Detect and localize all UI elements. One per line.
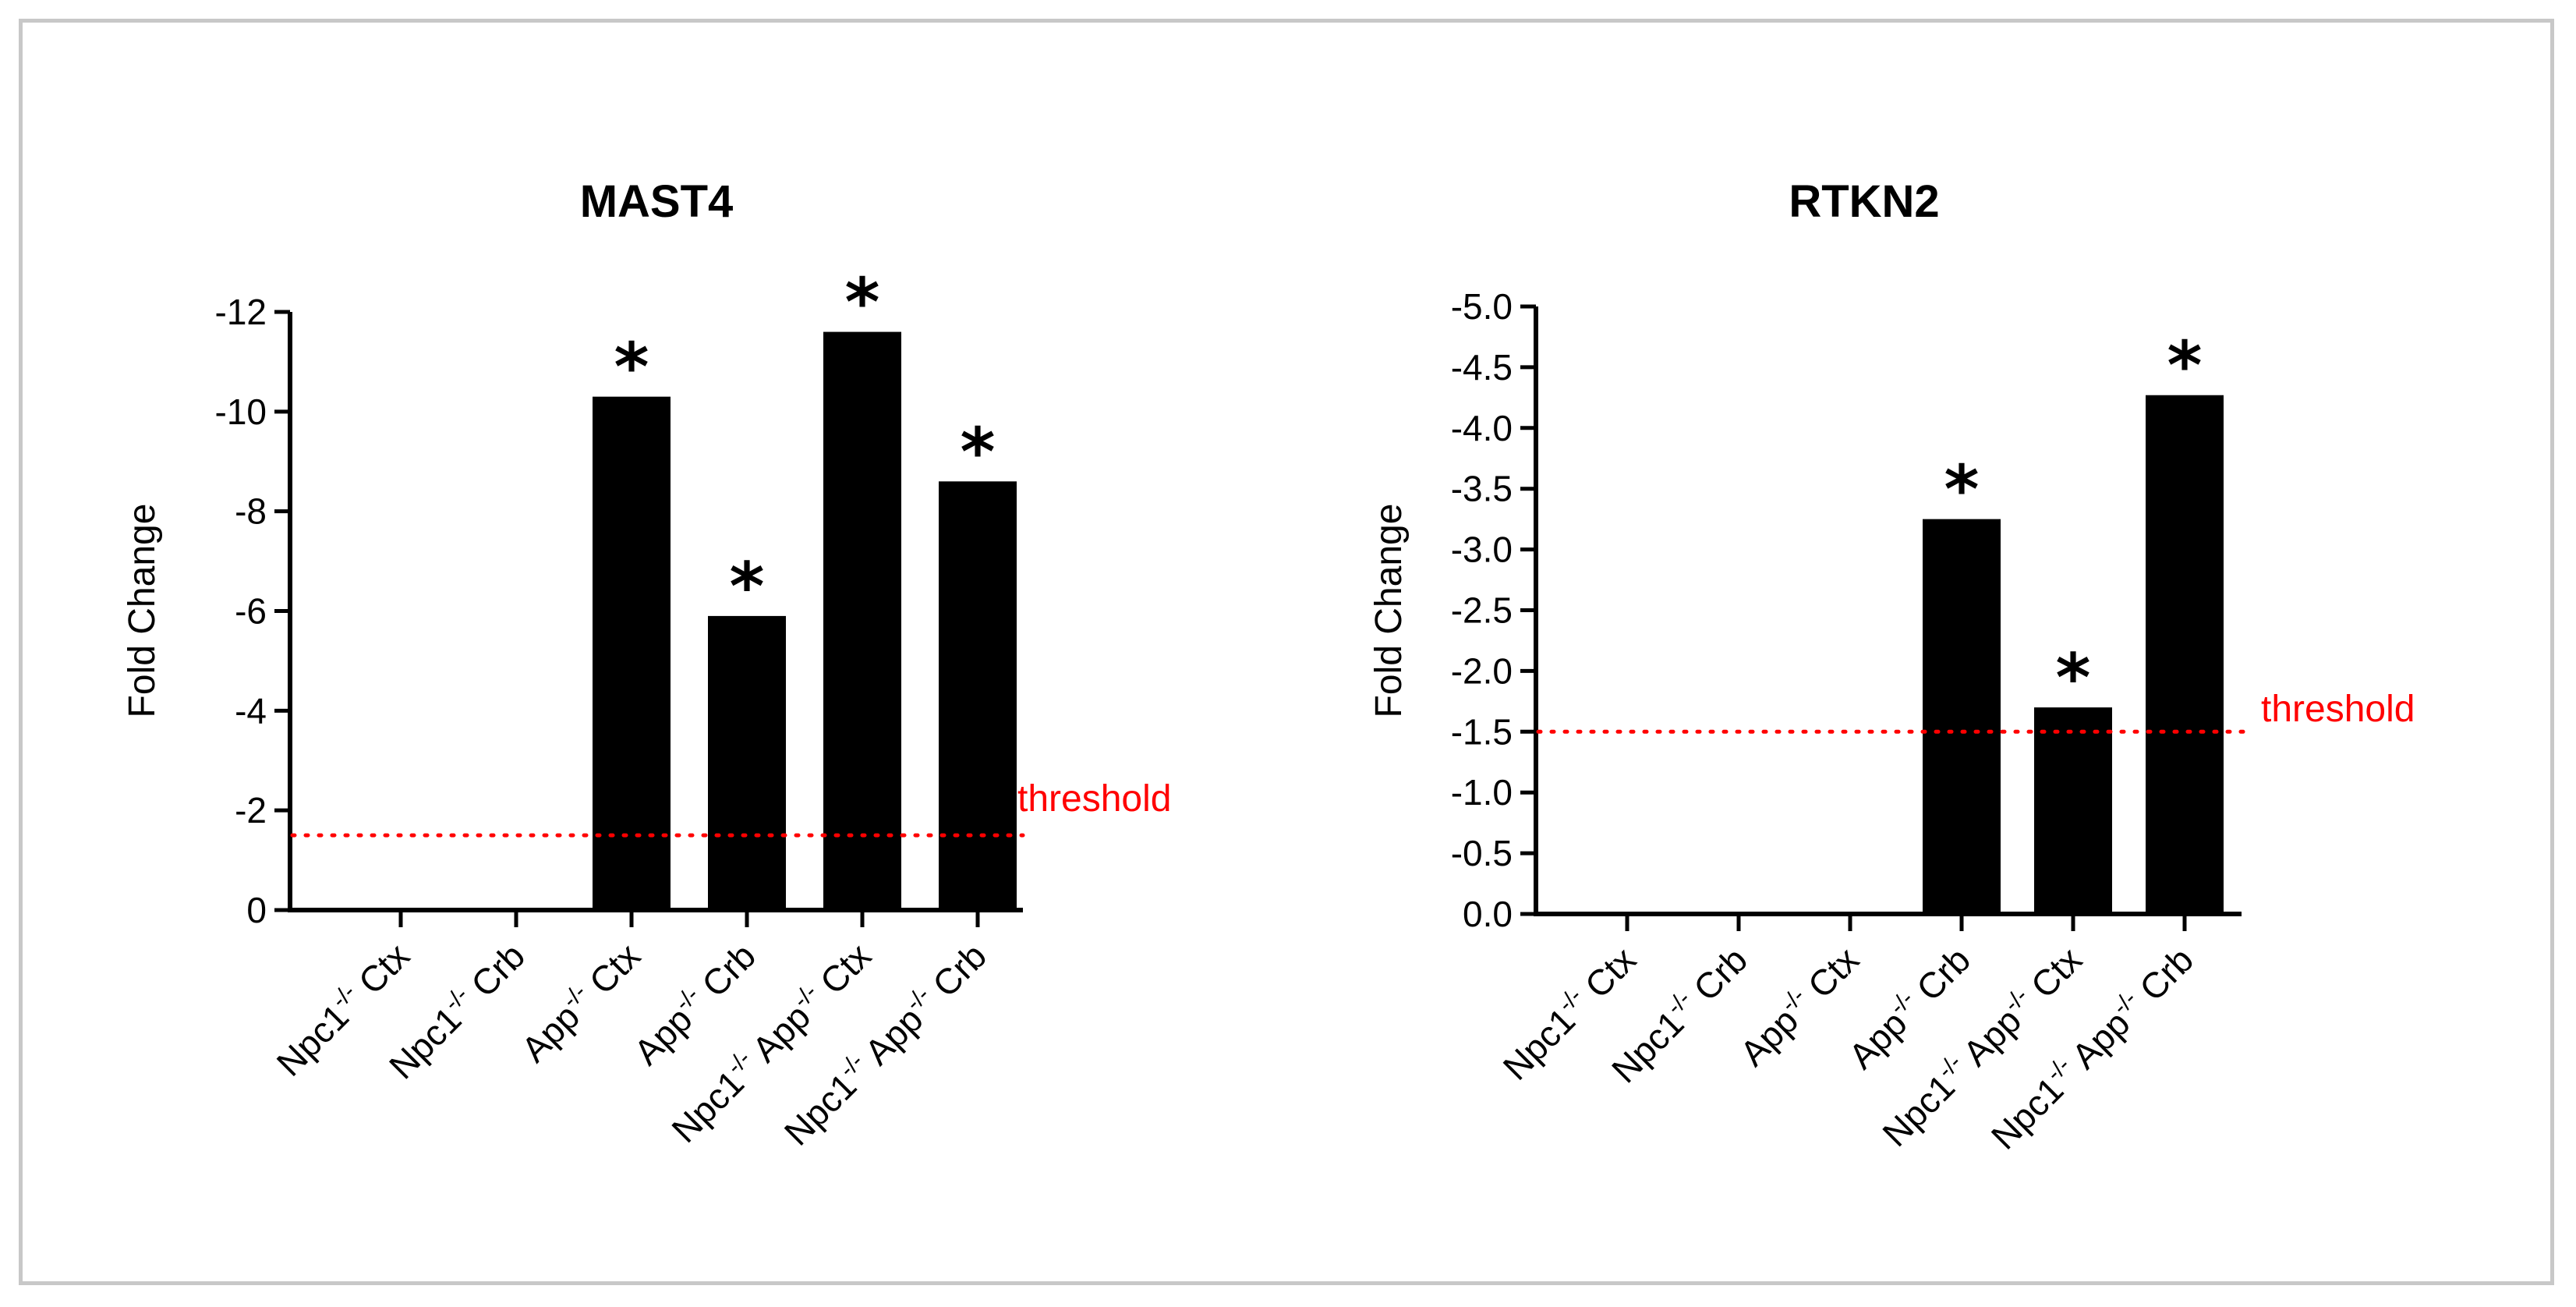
significance-star: * [2167, 328, 2203, 406]
y-tick-label: 0.0 [1463, 894, 1513, 934]
threshold-label: threshold [2261, 689, 2415, 730]
x-tick-label: Npc1-/- App-/- Ctx [663, 934, 879, 1150]
y-tick-label: -6 [235, 591, 267, 632]
figure-frame [19, 19, 2554, 1285]
y-tick-label: -10 [215, 391, 267, 432]
chart-title: RTKN2 [1789, 176, 1939, 227]
x-tick-label: Npc1-/- App-/- Ctx [1874, 938, 2089, 1154]
bar [939, 481, 1017, 910]
bar [823, 331, 901, 911]
y-tick-label: -2.0 [1451, 650, 1513, 691]
significance-star: * [614, 329, 649, 407]
y-tick-label: -5.0 [1451, 286, 1513, 327]
significance-star: * [2056, 639, 2091, 717]
y-tick-label: -4.5 [1451, 347, 1513, 388]
y-axis-label: Fold Change [1368, 504, 1410, 718]
y-tick-label: -1.5 [1451, 711, 1513, 752]
y-tick-label: -8 [235, 491, 267, 532]
bar [1923, 519, 2001, 914]
y-tick-label: -2 [235, 790, 267, 831]
y-tick-label: -4 [235, 690, 267, 731]
significance-star: * [730, 548, 765, 626]
y-tick-label: -3.0 [1451, 530, 1513, 570]
y-tick-label: -4.0 [1451, 408, 1513, 448]
y-tick-label: -0.5 [1451, 833, 1513, 873]
chart-rtkn2: RTKN2 Fold Change -5.0 -4.5 -4.0 -3.5 -3.0 -2.5… [1368, 176, 2415, 1157]
y-tick-label: 0 [246, 890, 267, 930]
significance-star: * [845, 264, 880, 342]
bar [708, 615, 786, 910]
y-tick-label: -2.5 [1451, 590, 1513, 631]
threshold-label: threshold [1017, 778, 1171, 820]
bar [2146, 395, 2224, 914]
significance-star: * [1944, 452, 1980, 530]
x-tick-label: App-/- Ctx [512, 934, 648, 1070]
significance-star: * [961, 413, 996, 491]
x-tick-label: Npc1-/- App-/- Crb [1982, 938, 2201, 1157]
y-axis-label: Fold Change [122, 504, 163, 718]
x-tick-label: Npc1-/- App-/- Crb [775, 934, 994, 1153]
bar [2034, 707, 2112, 914]
y-tick-label: -1.0 [1451, 772, 1513, 813]
y-tick-label: -12 [215, 292, 267, 332]
chart-title: MAST4 [580, 176, 734, 227]
y-tick-label: -3.5 [1451, 469, 1513, 509]
bar [593, 396, 671, 910]
x-tick-label: App-/- Crb [625, 934, 764, 1073]
